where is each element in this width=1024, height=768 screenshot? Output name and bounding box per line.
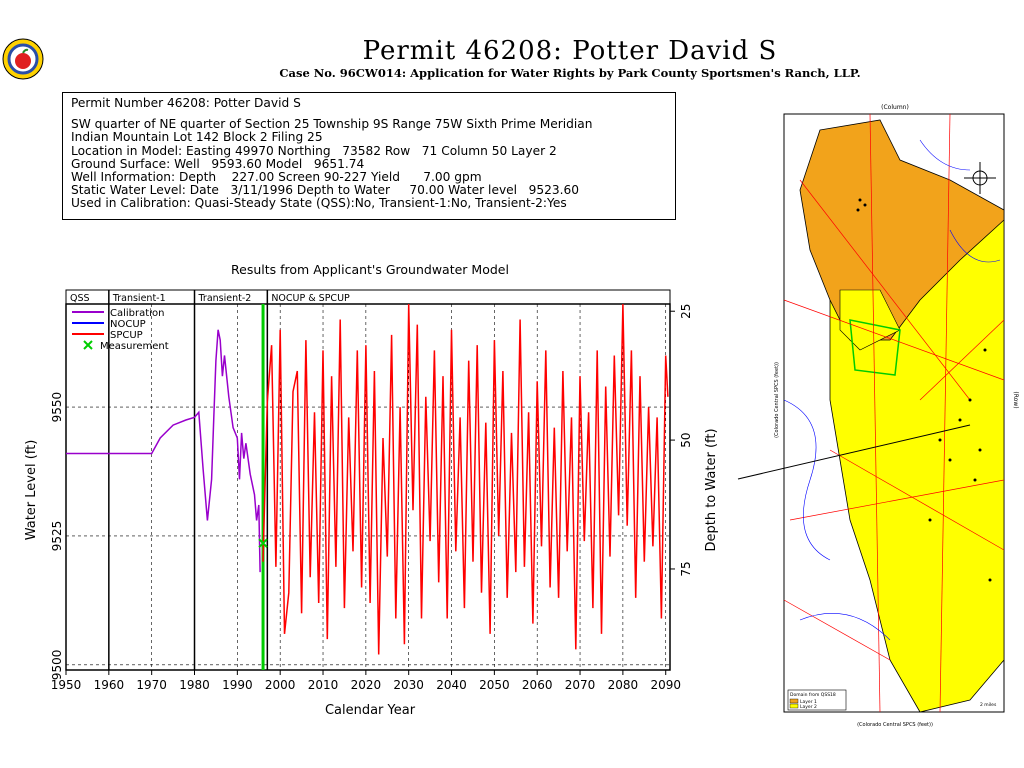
y-tick-label: 9525 — [50, 521, 64, 552]
y2-axis-ticks: 25 50 75 — [670, 304, 693, 577]
x-axis-ticks: 1950 1960 1970 1980 1990 2000 2010 2020 2030 2040… — [51, 670, 681, 692]
period-label: NOCUP & SPCUP — [271, 293, 350, 304]
series-layer — [66, 303, 669, 670]
well-markers — [856, 198, 992, 582]
x-tick-label: 1970 — [136, 678, 167, 692]
x-tick-label: 1980 — [179, 678, 210, 692]
location-map: (Column) (Colorado Central SPCS (feet)) … — [774, 104, 1019, 728]
layer2-island — [839, 289, 901, 351]
water-level-chart: Results from Applicant's Groundwater Mod… — [24, 262, 719, 718]
streams — [783, 139, 1001, 641]
y-axis-ticks: 9500 9525 9550 — [50, 392, 64, 680]
legend-label-measurement: Measurement — [100, 341, 169, 352]
map-legend-layer2: Layer 2 — [800, 704, 817, 710]
layer1-region — [799, 119, 1005, 341]
map-scale-label: 2 miles — [980, 702, 997, 708]
x-tick-label: 2010 — [308, 678, 339, 692]
location-pointer — [737, 424, 971, 480]
x-tick-label: 1950 — [51, 678, 82, 692]
y2-tick-label: 50 — [679, 432, 693, 447]
x-tick-label: 2000 — [265, 678, 296, 692]
x-tick-label: 2040 — [436, 678, 467, 692]
map-left-label: (Colorado Central SPCS (feet)) — [774, 362, 780, 438]
x-tick-label: 1990 — [222, 678, 253, 692]
well-information-line: Well Information: Depth 227.00 Screen 90… — [71, 170, 482, 185]
green-boundary — [849, 319, 901, 376]
x-tick-label: 2030 — [393, 678, 424, 692]
map-right-label: (Row) — [1012, 391, 1019, 408]
permit-info-box: Permit Number 46208: Potter David S SW q… — [62, 92, 676, 220]
calibration-use-line: Used in Calibration: Quasi-Steady State … — [71, 196, 567, 211]
legal-description-line: SW quarter of NE quarter of Section 25 T… — [71, 117, 593, 132]
apple-seal-icon — [2, 38, 44, 80]
y2-tick-label: 75 — [679, 561, 693, 576]
y-tick-label: 9550 — [50, 392, 64, 423]
x-axis-label: Calendar Year — [325, 703, 416, 718]
page-subtitle: Case No. 96CW014: Application for Water … — [279, 66, 861, 80]
map-bottom-label: (Colorado Central SPCS (feet)) — [857, 722, 933, 728]
period-label: Transient-2 — [198, 293, 252, 304]
x-tick-label: 2050 — [479, 678, 510, 692]
period-boundaries — [108, 290, 269, 670]
model-location-line: Location in Model: Easting 49970 Northin… — [71, 143, 557, 158]
map-legend-title: Domain from QSS18 — [790, 692, 836, 698]
subdivision-line: Indian Mountain Lot 142 Block 2 Filing 2… — [71, 130, 323, 145]
x-tick-label: 2090 — [650, 678, 681, 692]
ground-surface-line: Ground Surface: Well 9593.60 Model 9651.… — [71, 156, 365, 171]
chart-title: Results from Applicant's Groundwater Mod… — [231, 262, 509, 277]
plot-frame — [65, 303, 671, 671]
legend-swatch-measurement — [83, 340, 93, 350]
x-tick-label: 1960 — [94, 678, 125, 692]
x-tick-label: 2060 — [522, 678, 553, 692]
legend-label-spcup: SPCUP — [110, 330, 143, 341]
page-title: Permit 46208: Potter David S — [362, 36, 778, 66]
map-legend — [787, 689, 847, 711]
permit-number-line: Permit Number 46208: Potter David S — [71, 96, 301, 110]
series-line-calibration — [66, 329, 261, 573]
static-water-level-line: Static Water Level: Date 3/11/1996 Depth… — [71, 183, 580, 198]
y2-tick-label: 25 — [679, 304, 693, 319]
y2-axis-label: Depth to Water (ft) — [704, 428, 719, 551]
y-tick-label: 9500 — [50, 650, 64, 681]
map-top-label: (Column) — [881, 104, 909, 111]
x-tick-label: 2080 — [608, 678, 639, 692]
x-tick-label: 2070 — [565, 678, 596, 692]
map-legend-layer1: Layer 1 — [800, 699, 817, 705]
period-label: QSS — [70, 293, 90, 304]
measurement-marker — [258, 538, 268, 548]
x-tick-label: 2020 — [351, 678, 382, 692]
series-line-spcup — [262, 303, 669, 655]
legend-label-calibration: Calibration — [110, 308, 164, 319]
y-axis-label: Water Level (ft) — [24, 440, 39, 541]
period-label: Transient-1 — [112, 293, 166, 304]
legend-label-nocup: NOCUP — [110, 319, 146, 330]
roads — [783, 113, 1005, 713]
period-labels: QSS Transient-1 Transient-2 NOCUP & SPCUP — [70, 293, 350, 304]
